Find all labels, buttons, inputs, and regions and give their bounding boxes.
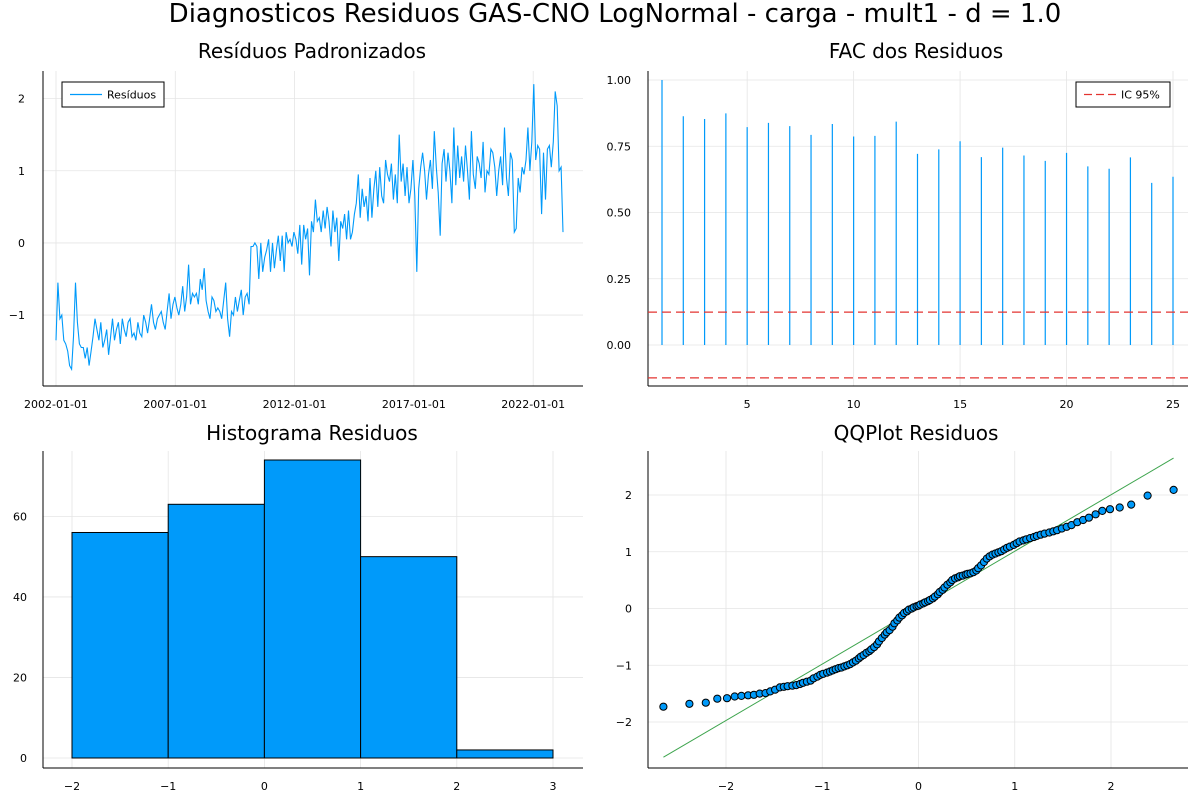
y-tick-label: 2 [18, 93, 25, 106]
x-tick-label: 2007-01-01 [143, 398, 207, 411]
y-tick-label: 0 [20, 752, 27, 765]
histogram-panel-title: Histograma Residuos [206, 421, 418, 445]
residuals-line-chart: 2002-01-01 2007-01-01 2012-01-01 2017-01-01… [9, 71, 583, 411]
acf-legend: IC 95% [1075, 81, 1171, 108]
histogram-bar-1 [167, 503, 265, 759]
qq-point-116 [1091, 510, 1100, 519]
residuals-panel-title: Resíduos Padronizados [198, 39, 426, 63]
y-tick-label: 0 [18, 237, 25, 250]
qq-point-2 [701, 698, 710, 707]
x-tick-label: −1 [160, 780, 176, 793]
qq-point-0 [659, 702, 668, 711]
x-tick-label: 0 [261, 780, 268, 793]
y-tick-label: 2 [625, 489, 632, 502]
x-tick-label: 20 [1060, 398, 1074, 411]
qq-point-6 [737, 691, 746, 701]
y-tick-label: 0.50 [607, 207, 632, 220]
qq-point-4 [722, 694, 732, 703]
x-tick-label: 2 [1108, 780, 1115, 793]
residuals-qq-plot: −2 −1 0 1 2 2 1 0 −1 −2 [616, 451, 1188, 793]
residuals-legend-label: Resíduos [107, 89, 156, 102]
x-tick-label: 2017-01-01 [382, 398, 446, 411]
x-tick-label: 1 [357, 780, 364, 793]
y-tick-label: 0.00 [607, 339, 632, 352]
qq-point-117 [1098, 506, 1107, 515]
acf-legend-label: IC 95% [1121, 89, 1160, 102]
figure-title: Diagnosticos Residuos GAS-CNO LogNormal … [169, 0, 1062, 29]
qq-point-122 [1169, 485, 1178, 494]
residuals-series-line [55, 84, 564, 372]
qqplot-panel-title: QQPlot Residuos [834, 421, 999, 445]
histogram-bar-3 [360, 556, 458, 759]
x-tick-label: 0 [915, 780, 922, 793]
y-tick-label: 20 [13, 671, 27, 684]
residuals-legend: Resíduos [61, 81, 165, 108]
y-tick-label: −1 [616, 659, 632, 672]
x-tick-label: 5 [744, 398, 751, 411]
qq-point-3 [713, 694, 722, 703]
histogram-bar-0 [71, 531, 169, 759]
acf-panel-title: FAC dos Residuos [829, 39, 1003, 63]
x-tick-label: −2 [718, 780, 734, 793]
histogram-bar-4 [456, 749, 554, 759]
qq-point-121 [1143, 491, 1152, 500]
qq-point-118 [1105, 505, 1115, 514]
qq-point-119 [1115, 503, 1124, 512]
acf-stem-chart: 5 10 15 20 25 1.00 0.75 0.50 0.25 0.00 [607, 71, 1188, 411]
y-tick-label: 60 [13, 510, 27, 523]
y-tick-label: 1 [625, 546, 632, 559]
y-tick-label: 40 [13, 591, 27, 604]
x-tick-label: 2 [453, 780, 460, 793]
x-tick-label: −2 [64, 780, 80, 793]
x-tick-label: 2002-01-01 [24, 398, 88, 411]
x-tick-label: 3 [550, 780, 557, 793]
qq-point-115 [1084, 513, 1094, 522]
x-tick-label: 1 [1011, 780, 1018, 793]
histogram-bar-2 [263, 459, 362, 759]
y-tick-label: 1.00 [607, 74, 632, 87]
qq-point-120 [1127, 500, 1136, 509]
x-tick-label: 25 [1166, 398, 1180, 411]
x-tick-label: 10 [847, 398, 861, 411]
y-tick-label: −2 [616, 716, 632, 729]
qq-point-5 [730, 692, 739, 701]
y-tick-label: 1 [18, 165, 25, 178]
x-tick-label: 15 [953, 398, 967, 411]
x-tick-label: 2012-01-01 [263, 398, 327, 411]
qq-point-1 [685, 699, 694, 708]
residuals-histogram: −2 −1 0 1 2 3 0 20 40 60 [13, 451, 583, 793]
x-tick-label: −1 [814, 780, 830, 793]
y-tick-label: 0 [625, 603, 632, 616]
x-tick-label: 2022-01-01 [501, 398, 565, 411]
y-tick-label: −1 [9, 309, 25, 322]
y-tick-label: 0.75 [607, 140, 632, 153]
y-tick-label: 0.25 [607, 273, 632, 286]
